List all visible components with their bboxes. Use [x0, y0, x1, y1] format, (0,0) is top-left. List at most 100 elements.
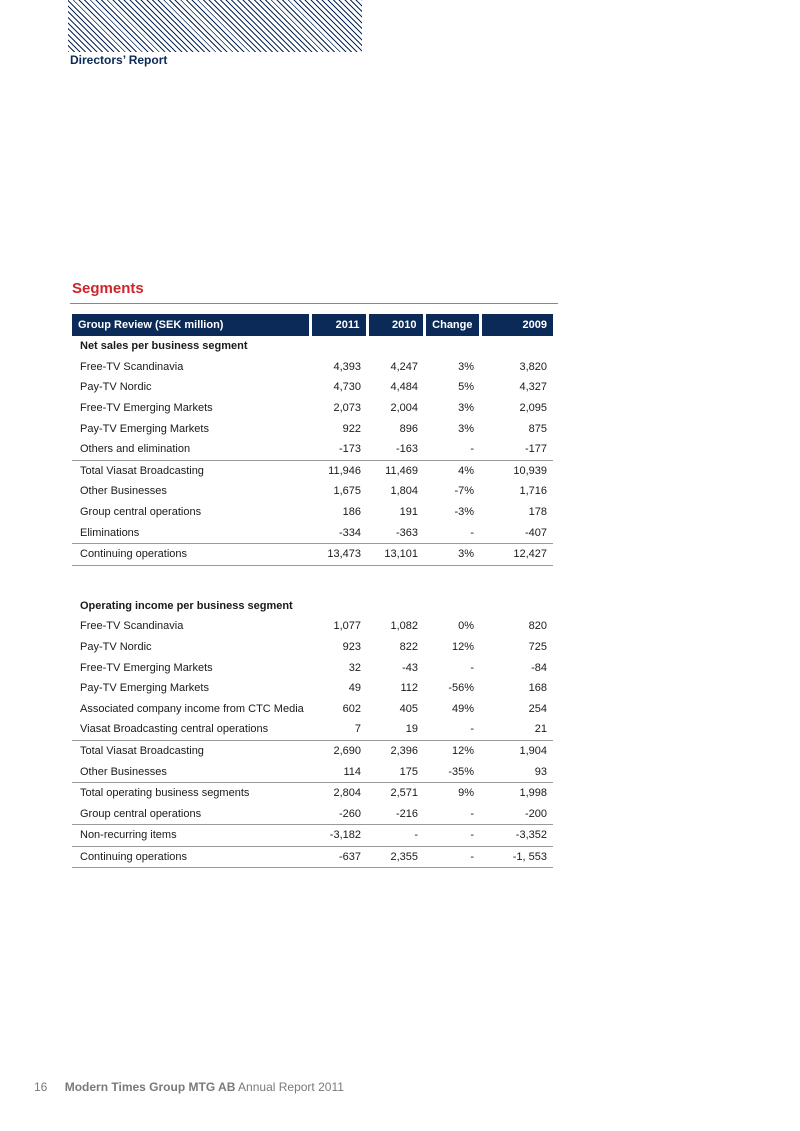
- row-value: 93: [534, 765, 547, 778]
- column-header: Group Review (SEK million): [72, 314, 312, 336]
- row-value: -334: [338, 526, 361, 539]
- row-value: -: [470, 723, 474, 736]
- table-row: Pay-TV Emerging Markets 49 112 -56% 168: [72, 678, 553, 699]
- row-value: 1,804: [390, 485, 418, 498]
- group-review-table: Group Review (SEK million) 2011 2010 Cha…: [72, 314, 553, 869]
- section-heading-row: Net sales per business segment: [72, 336, 553, 357]
- row-label: Group central operations: [80, 506, 202, 519]
- column-header: 2009: [480, 314, 553, 336]
- table-row: Free-TV Scandinavia 1,077 1,082 0% 820: [72, 616, 553, 637]
- row-value: -: [470, 661, 474, 674]
- row-value: 12,427: [480, 542, 553, 566]
- table-row: Pay-TV Nordic 923 822 12% 725: [72, 637, 553, 658]
- row-value: -7%: [454, 485, 474, 498]
- table-row: Others and elimination -173 -163 - -177: [72, 439, 553, 460]
- table-row: Other Businesses 114 175 -35% 93: [72, 761, 553, 782]
- row-value: -363: [395, 526, 418, 539]
- row-label: Free-TV Scandinavia: [80, 360, 184, 373]
- row-value: -84: [531, 661, 547, 674]
- row-value: 1,904: [480, 739, 553, 762]
- row-value: 822: [399, 641, 418, 654]
- row-value: 1,082: [390, 620, 418, 633]
- row-value: 896: [399, 422, 418, 435]
- row-value: 178: [528, 506, 547, 519]
- table-row: Total Viasat Broadcasting 11,946 11,469 4% 1…: [72, 459, 553, 482]
- row-value: 19: [405, 723, 418, 736]
- row-value: 1,077: [333, 620, 361, 633]
- row-value: 186: [342, 506, 361, 519]
- section-label: Directors’ Report: [70, 53, 168, 67]
- table-row: Other Businesses 1,675 1,804 -7% 1,716: [72, 481, 553, 502]
- row-value: 191: [399, 506, 418, 519]
- row-value: 3%: [424, 542, 480, 566]
- row-value: -407: [524, 526, 547, 539]
- row-value: 2,095: [519, 402, 547, 415]
- row-label: Continuing operations: [72, 542, 310, 566]
- table-header-row: Group Review (SEK million) 2011 2010 Cha…: [72, 314, 553, 336]
- row-label: Other Businesses: [80, 765, 167, 778]
- row-value: 2,355: [367, 845, 424, 869]
- table-row: Free-TV Scandinavia 4,393 4,247 3% 3,820: [72, 357, 553, 378]
- table-row: Non-recurring items -3,182- - -3,352: [72, 824, 553, 847]
- table-spacer: [72, 565, 553, 596]
- row-value: 10,939: [480, 459, 553, 482]
- row-value: -216: [395, 807, 418, 820]
- row-value: -173: [338, 443, 361, 456]
- row-value: -200: [524, 807, 547, 820]
- row-value: 4%: [424, 459, 480, 482]
- row-label: Viasat Broadcasting central operations: [80, 723, 269, 736]
- row-value: 3%: [458, 402, 474, 415]
- row-value: 4,247: [390, 360, 418, 373]
- row-value: -260: [338, 807, 361, 820]
- row-value: 602: [342, 702, 361, 715]
- row-value: 4,327: [519, 381, 547, 394]
- row-value: -43: [402, 661, 418, 674]
- row-label: Pay-TV Emerging Markets: [80, 422, 209, 435]
- row-label: Continuing operations: [72, 845, 310, 869]
- row-value: 49: [348, 682, 361, 695]
- row-value: 114: [343, 765, 361, 778]
- row-value: 12%: [424, 739, 480, 762]
- row-value: -1, 553: [480, 845, 553, 869]
- row-value: 0%: [458, 620, 474, 633]
- row-value: 168: [528, 682, 547, 695]
- row-value: 923: [342, 641, 361, 654]
- row-value: 175: [399, 765, 418, 778]
- row-value: 254: [528, 702, 547, 715]
- spacer-cell: [72, 565, 553, 596]
- section-heading: Operating income per business segment: [80, 599, 293, 612]
- row-value: 5%: [458, 381, 474, 394]
- row-value: 32: [348, 661, 361, 674]
- table-row: Continuing operations 13,473 13,101 3% 12,42…: [72, 542, 553, 566]
- row-value: -3%: [454, 506, 474, 519]
- row-value: 11,946: [310, 459, 367, 482]
- row-value: 2,073: [333, 402, 361, 415]
- row-value: -: [424, 845, 480, 869]
- table-row: Free-TV Emerging Markets 2,073 2,004 3% 2,09…: [72, 398, 553, 419]
- row-value: 13,101: [367, 542, 424, 566]
- table-row: Free-TV Emerging Markets 32 -43 - -84: [72, 657, 553, 678]
- footer-report: Annual Report 2011: [238, 1080, 344, 1094]
- footer-company: Modern Times Group MTG AB: [64, 1080, 236, 1094]
- row-value: 7: [354, 723, 361, 736]
- table-row: Pay-TV Emerging Markets 922 896 3% 875: [72, 418, 553, 439]
- row-label: Total operating business segments: [72, 781, 310, 804]
- column-header: 2010: [367, 314, 426, 336]
- table-row: Pay-TV Nordic 4,730 4,484 5% 4,327: [72, 377, 553, 398]
- row-label: Free-TV Scandinavia: [80, 620, 184, 633]
- row-label: Other Businesses: [80, 485, 167, 498]
- row-value: -: [470, 443, 474, 456]
- column-header: 2011: [310, 314, 369, 336]
- row-value: 21: [534, 723, 547, 736]
- row-label: Total Viasat Broadcasting: [72, 739, 310, 762]
- row-value: -56%: [448, 682, 474, 695]
- table-row: Group central operations 186 191 -3% 178: [72, 502, 553, 523]
- row-value: 11,469: [367, 459, 424, 482]
- title-divider: [70, 303, 558, 304]
- segments-title: Segments: [72, 280, 144, 297]
- table-row: Group central operations -260 -216 - -200: [72, 803, 553, 824]
- header-hatch-pattern: [68, 0, 362, 52]
- row-value: -: [424, 824, 480, 847]
- page-footer: 16 Modern Times Group MTG AB Annual Repo…: [34, 1080, 344, 1094]
- row-value: 4,730: [333, 381, 361, 394]
